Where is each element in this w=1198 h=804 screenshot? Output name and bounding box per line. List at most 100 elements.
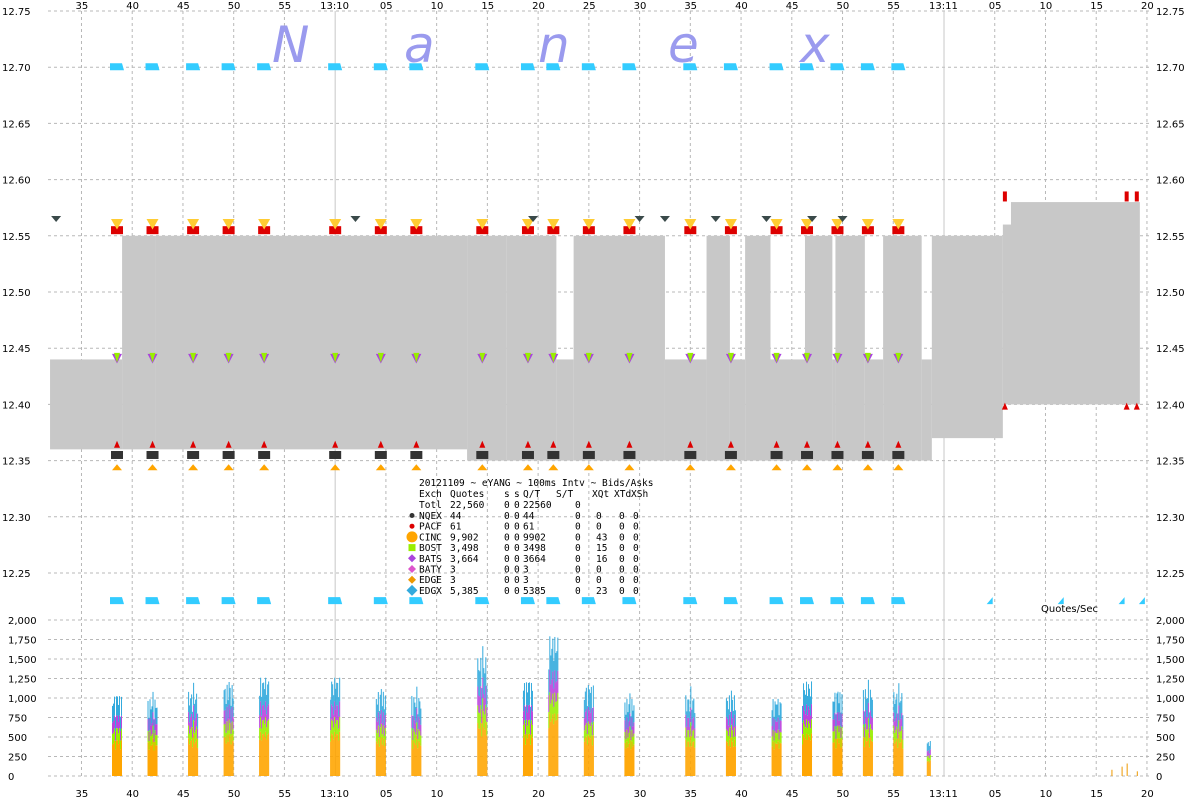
volume-bar-bost [841,726,843,740]
volume-bar-cinc [863,746,865,776]
volume-tick-right: 0 [1156,772,1162,783]
volume-bar-bost [260,717,262,732]
volume-bar-cinc [626,741,628,776]
volume-bar-bats [335,709,337,724]
time-tick-top: 55 [278,1,291,12]
volume-bar-bost [416,722,418,736]
volume-bar-bats [893,712,895,726]
volume-bar-cinc [897,747,899,776]
volume-bar-edgx [522,690,524,712]
volume-bar-cinc [411,739,413,776]
volume-bar-bats [548,694,550,713]
volume-bar-cinc [114,740,116,776]
time-tick-top: 15 [1090,1,1103,12]
stats-cell: 3 [523,575,529,586]
time-tick-bottom: 40 [126,789,139,800]
volume-bar-bats [378,726,380,738]
volume-bar-cinc [335,736,337,776]
volume-bar-bats [730,711,732,725]
bost-marker [377,352,384,363]
volume-bar-cinc [230,744,232,776]
volume-bar-cinc [527,734,529,776]
nqex-ask-marker [634,215,645,222]
cinc-bid-marker [771,464,782,471]
chart-title: 20121109 ~ eYANG ~ 100ms Intv ~ Bids/Ask… [419,478,654,489]
volume-bar-edgx [627,712,629,728]
far-ask-marker [328,63,343,71]
stats-cell: 5385 [523,586,546,597]
volume-bar-cinc [416,735,418,776]
volume-bar-bats [523,705,525,721]
volume-bar-bost [267,721,269,735]
volume-bar-bats [113,720,115,733]
volume-bar-cinc [590,735,592,776]
volume-bar-cinc [834,738,836,776]
volume-bar-cinc [774,742,776,776]
volume-bar-bost [417,738,419,749]
volume-bar-cinc [530,734,532,776]
volume-bar-bats [869,710,871,725]
volume-bar-cinc [591,745,593,776]
volume-bar-edgx [871,699,873,718]
time-tick-top: 40 [126,1,139,12]
volume-bar-edgx [231,685,233,707]
volume-bar-bats [773,730,775,741]
volume-bar-bost [225,732,227,744]
volume-bar-edgx [631,698,633,718]
volume-bar-bost [484,714,486,730]
volume-bar-bost [531,724,533,738]
volume-bar-bats [728,714,730,728]
volume-bar-edgx [332,684,334,707]
legend-marker [406,584,418,596]
stats-cell: 0 [575,554,581,565]
volume-bar-bats [802,722,804,734]
volume-bar-edgx [382,691,384,713]
volume-bar-edgx [897,713,899,729]
volume-bar-bats [687,717,689,731]
volume-bar-bats [832,719,834,732]
volume-tick-left: 1,750 [8,636,37,647]
volume-bar-cinc [483,727,485,776]
nqex-bid-marker [623,450,636,459]
volume-bar-bost [777,729,779,742]
volume-bar-cinc [383,745,385,776]
stats-cell: 0 [514,575,520,586]
volume-bar-bost [118,733,120,745]
volume-bar-bost [529,734,531,745]
volume-bar-bats [898,705,900,721]
volume-bar-bats [727,725,729,736]
cinc-bid-marker [330,464,341,471]
volume-bar-cinc [728,739,730,776]
volume-bar-bost [112,733,114,745]
time-tick-top: 45 [177,1,190,12]
far-bid-marker [860,597,875,605]
volume-bar-bost [865,729,867,742]
volume-bar-bats [551,679,553,700]
stats-header-cell: s [504,489,510,500]
volume-bar-cinc [895,741,897,776]
volume-bar-bats [267,706,269,722]
far-ask-marker [373,63,388,71]
far-bid-marker [257,597,272,605]
volume-bar-bost [734,736,736,747]
stats-header-cell: S/T [556,489,573,500]
exchange-stats-table: 20121109 ~ eYANG ~ 100ms Intv ~ Bids/Ask… [406,478,654,597]
volume-bar-edgx [730,690,732,712]
volume-bar-cinc [262,734,264,776]
volume-bar-cinc [631,741,633,776]
volume-bar-bats [805,714,807,728]
volume-bar-bost [147,730,149,743]
volume-bar-cinc [685,739,687,776]
bost-marker [332,352,339,363]
pacf-bid-marker [834,440,841,448]
volume-bar-bats [778,729,780,740]
stats-cell: 0 [619,565,625,576]
stats-header-cell: XTd [614,489,631,500]
volume-bar-cinc [229,736,231,776]
volume-bar-bats [835,729,837,739]
bost-marker [895,352,902,363]
stats-exchange-name: CINC [419,532,442,543]
volume-bar-edgx [190,698,192,717]
volume-bar-bost [778,739,780,749]
volume-bar-cinc [147,742,149,776]
